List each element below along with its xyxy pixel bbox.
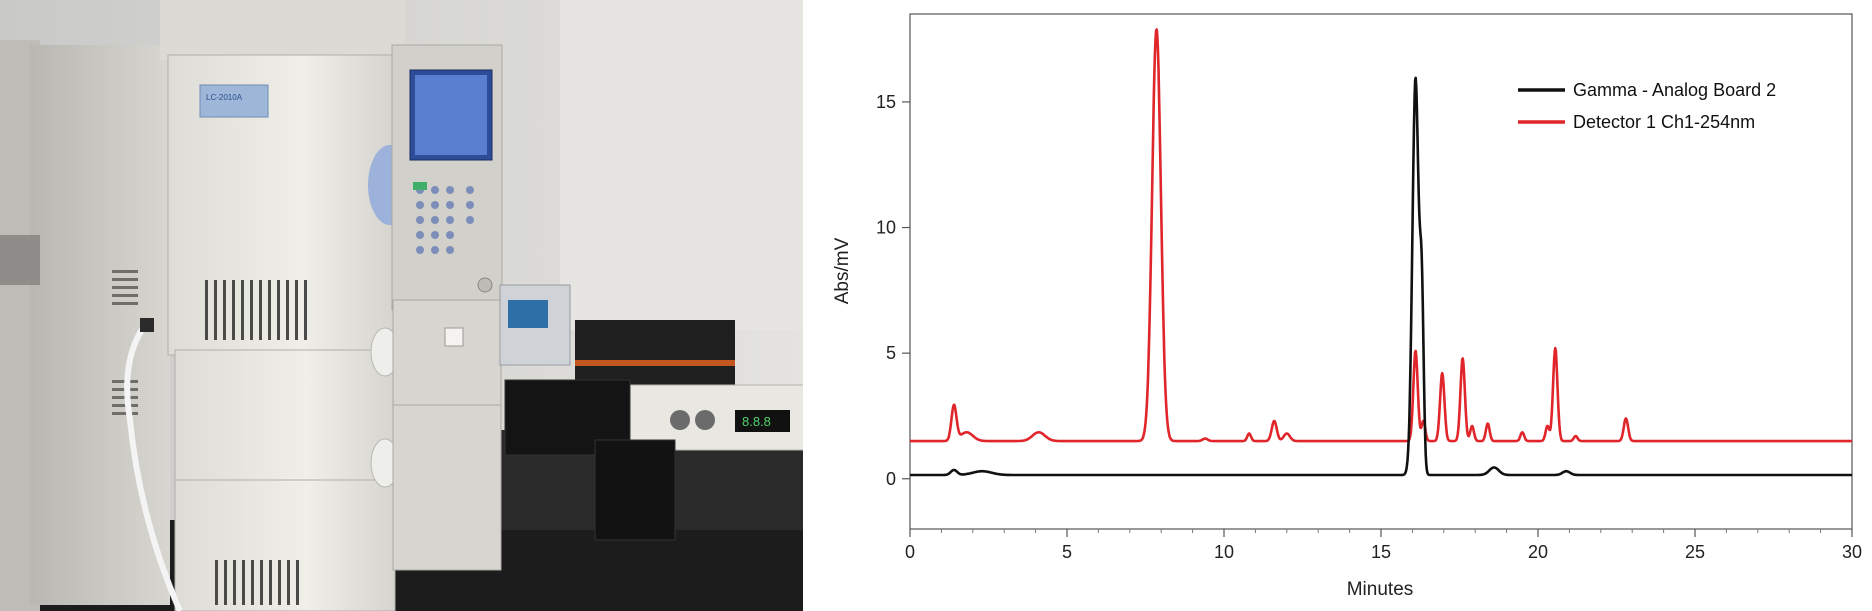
y-tick-label: 0 [886, 469, 896, 489]
x-tick-label: 20 [1528, 542, 1548, 562]
legend-label-detector: Detector 1 Ch1-254nm [1573, 112, 1755, 132]
x-tick-label: 0 [905, 542, 915, 562]
stirrer-display: 8.8.8 [742, 414, 771, 429]
x-axis-label: Minutes [1347, 579, 1414, 600]
x-tick-label: 10 [1214, 542, 1234, 562]
y-tick-label: 15 [876, 92, 896, 112]
instrument-label: LC-2010A [206, 93, 243, 102]
x-tick-label: 25 [1685, 542, 1705, 562]
x-tick-label: 5 [1062, 542, 1072, 562]
legend-label-gamma: Gamma - Analog Board 2 [1573, 80, 1776, 100]
y-axis-label: Abs/mV [832, 237, 853, 304]
x-tick-label: 30 [1842, 542, 1862, 562]
series-line-detector [909, 28, 1853, 443]
hplc-instrument-photo: LC-2010A [0, 0, 803, 611]
legend: Gamma - Analog Board 2 Detector 1 Ch1-25… [1518, 80, 1776, 132]
y-axis-ticks: 0 5 10 15 [876, 92, 910, 489]
y-tick-label: 10 [876, 218, 896, 238]
x-axis-ticks: 0 5 10 15 20 25 30 [905, 529, 1862, 562]
y-tick-label: 5 [886, 343, 896, 363]
series-layer [909, 28, 1853, 477]
series-line-gamma [909, 76, 1853, 477]
chromatogram-chart: 0 5 10 15 0 5 10 15 20 25 30 Abs/mV Minutes Gamma… [803, 0, 1872, 611]
x-tick-label: 15 [1371, 542, 1391, 562]
